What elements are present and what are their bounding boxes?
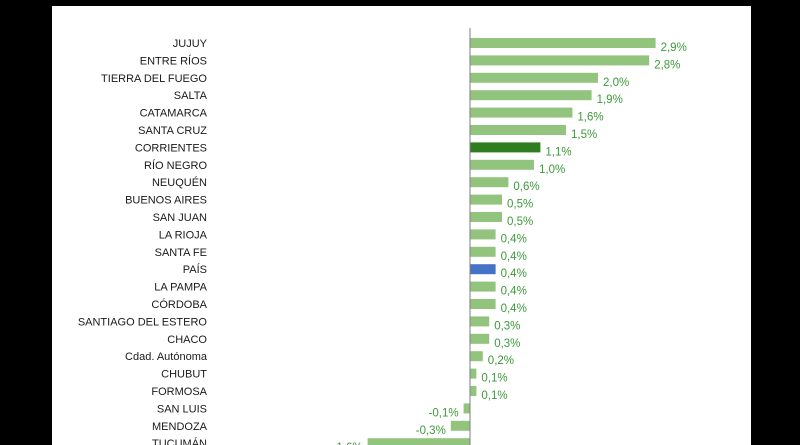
category-label-rio-negro: RÍO NEGRO [144,159,207,172]
bar-chart: JUJUY ENTRE RÍOS TIERRA DEL FUEGO SALTA CATA… [78,28,687,445]
category-label-catamarca: CATAMARCA [140,108,208,120]
category-label-entre-rios: ENTRE RÍOS [140,54,207,67]
bar-salta [470,90,592,101]
value-label-buenos-aires: 0,5% [507,199,533,211]
category-label-buenos-aires: BUENOS AIRES [125,195,207,207]
value-label-la-rioja: 0,4% [501,233,527,245]
value-label-entre-rios: 2,8% [654,59,680,71]
category-label-jujuy: JUJUY [173,38,208,50]
category-label-pais: PAÍS [183,263,207,276]
bar-mendoza [450,420,470,431]
value-label-corrientes: 1,1% [545,146,571,158]
bar-entre-rios [470,55,650,66]
bar-la-pampa [470,281,496,292]
bar-chubut [470,368,477,379]
category-label-san-juan: SAN JUAN [153,212,207,224]
value-label-neuquen: 0,6% [513,181,539,193]
bar-buenos-aires [470,194,502,205]
value-label-chubut: 0,1% [481,373,507,385]
category-label-tierra-del-fuego: TIERRA DEL FUEGO [101,73,207,85]
value-label-tucuman: -1,6% [333,442,363,445]
bar-san-juan [470,212,502,222]
category-label-la-pampa: LA PAMPA [154,282,207,294]
category-label-chubut: CHUBUT [161,369,207,381]
value-label-rio-negro: 1,0% [539,164,565,176]
category-label-cdad-autonoma: Cdad. Autónoma [125,351,208,363]
value-label-catamarca: 1,6% [577,112,603,124]
category-label-cordoba: CÓRDOBA [151,298,207,311]
value-label-formosa: 0,1% [481,390,507,402]
value-label-mendoza: -0,3% [416,425,446,437]
value-label-chaco: 0,3% [494,338,520,350]
value-label-cordoba: 0,4% [501,303,527,315]
value-labels-group: 2,9% 2,8% 2,0% 1,9% 1,6% 1,5%1,1% 1,0%0,6% 0,5%… [333,42,687,445]
category-label-tucuman: TUCUMÁN [152,437,207,445]
value-label-jujuy: 2,9% [661,42,687,54]
category-labels-group: JUJUY ENTRE RÍOS TIERRA DEL FUEGO SALTA CATA… [78,38,208,445]
bar-santiago-del-estero [470,316,490,327]
category-label-santiago-del-estero: SANTIAGO DEL ESTERO [78,316,208,328]
bar-formosa [470,386,477,396]
bar-corrientes [470,142,541,153]
value-label-san-juan: 0,5% [507,216,533,228]
bar-pais [470,264,496,275]
bar-rio-negro [470,159,534,170]
chart-card: JUJUY ENTRE RÍOS TIERRA DEL FUEGO SALTA CATA… [52,6,751,445]
value-label-santa-cruz: 1,5% [571,129,597,141]
bar-tucuman [367,438,470,445]
value-label-tierra-del-fuego: 2,0% [603,77,629,89]
category-label-la-rioja: LA RIOJA [159,229,208,241]
category-label-mendoza: MENDOZA [152,421,208,433]
bar-santa-fe [470,246,496,257]
bar-santa-cruz [470,125,566,135]
bars-group [367,38,656,445]
value-label-salta: 1,9% [597,94,623,106]
bar-jujuy [470,38,656,48]
value-label-santa-fe: 0,4% [501,251,527,263]
category-label-neuquen: NEUQUÉN [152,176,207,189]
category-label-corrientes: CORRIENTES [135,142,207,154]
bar-cdad-autonoma [470,351,483,362]
bar-neuquen [470,177,509,188]
category-label-santa-fe: SANTA FE [155,247,207,259]
value-label-la-pampa: 0,4% [501,286,527,298]
bar-la-rioja [470,229,496,240]
value-label-cdad-autonoma: 0,2% [488,355,514,367]
bar-san-luis [463,403,470,414]
bar-tierra-del-fuego [470,72,598,83]
category-label-santa-cruz: SANTA CRUZ [138,125,207,137]
bar-chaco [470,333,490,344]
category-label-san-luis: SAN LUIS [157,403,207,415]
category-label-chaco: CHACO [167,334,207,346]
value-label-santiago-del-estero: 0,3% [494,320,520,332]
bar-cordoba [470,299,496,309]
category-label-salta: SALTA [174,90,208,102]
value-label-pais: 0,4% [501,268,527,280]
value-label-san-luis: -0,1% [429,407,459,419]
bar-catamarca [470,107,573,118]
category-label-formosa: FORMOSA [151,386,207,398]
